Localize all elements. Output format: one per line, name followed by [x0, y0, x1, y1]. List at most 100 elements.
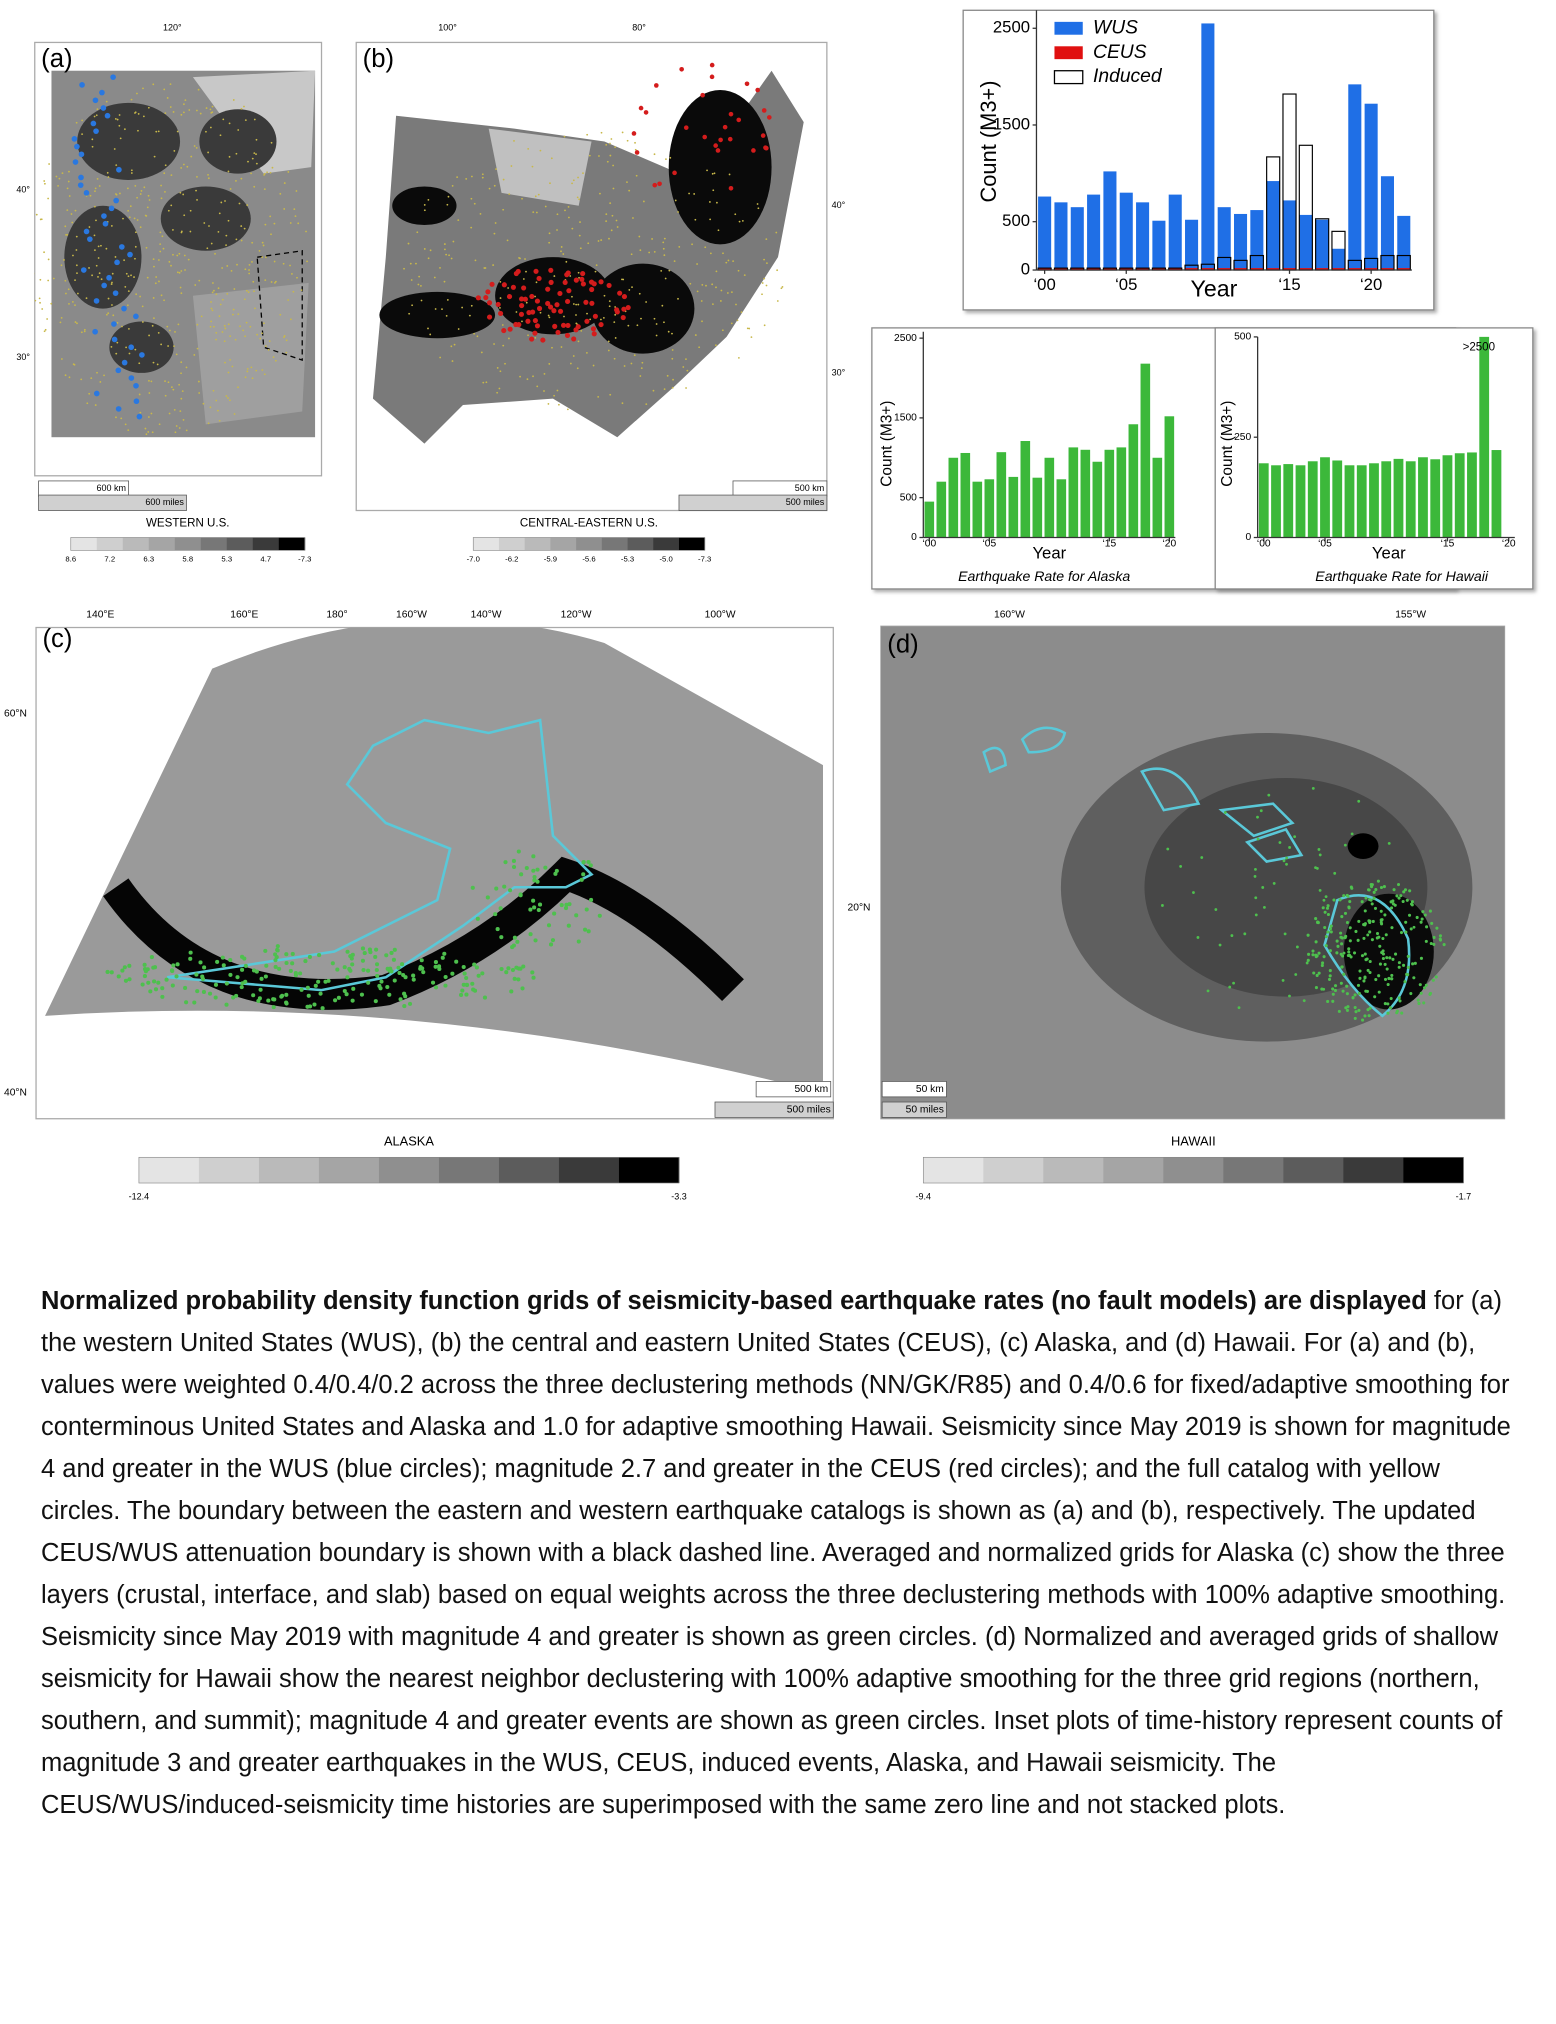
event-dot	[518, 966, 523, 971]
event-dot	[1261, 886, 1265, 889]
event-dot	[1388, 1006, 1393, 1010]
lat-label: 40°N	[4, 1088, 27, 1099]
event-dot	[508, 193, 511, 196]
event-dot	[127, 963, 132, 968]
event-dot	[582, 927, 588, 932]
caption-text: for (a) the western United States (WUS),…	[41, 1287, 1511, 1819]
event-dot	[1293, 835, 1297, 839]
event-dot	[123, 259, 126, 262]
legend-swatch	[1053, 70, 1084, 85]
event-dot	[1354, 929, 1358, 933]
event-dot	[1316, 920, 1320, 924]
event-dot	[215, 338, 217, 341]
event-dot	[540, 337, 546, 343]
bar	[1295, 465, 1306, 538]
event-dot	[152, 83, 155, 86]
event-dot	[423, 248, 426, 250]
event-dot	[174, 431, 177, 434]
event-dot	[130, 98, 133, 101]
bar	[1381, 461, 1392, 538]
event-dot	[291, 273, 293, 275]
event-dot	[510, 968, 515, 973]
event-dot	[696, 263, 698, 265]
event-dot	[39, 278, 42, 281]
colorbar-step	[200, 537, 228, 551]
event-dot	[683, 125, 689, 130]
event-dot	[1356, 938, 1360, 942]
event-dot	[519, 296, 525, 302]
event-dot	[263, 948, 268, 953]
event-dot	[1312, 971, 1316, 975]
event-dot	[1314, 953, 1318, 957]
event-dot	[186, 165, 189, 168]
event-dot	[1317, 951, 1321, 955]
event-dot	[188, 956, 193, 961]
event-dot	[1391, 902, 1395, 906]
event-dot	[178, 427, 181, 429]
event-dot	[556, 213, 559, 216]
event-dot	[1223, 811, 1227, 814]
event-dot	[1389, 997, 1393, 1001]
event-dot	[1375, 932, 1380, 936]
event-dot	[94, 187, 97, 190]
event-dot	[501, 324, 504, 326]
event-dot	[1421, 910, 1425, 914]
event-dot	[1327, 977, 1332, 981]
event-dot	[598, 155, 600, 157]
event-dot	[227, 323, 230, 326]
event-dot	[94, 249, 96, 252]
lon-label: 120°	[163, 23, 182, 33]
event-dot	[615, 219, 618, 222]
bar	[1283, 464, 1294, 538]
event-dot	[504, 970, 509, 975]
event-dot	[518, 311, 525, 317]
panel-letter: (b)	[363, 45, 394, 73]
colorbar-step	[983, 1157, 1044, 1184]
event-dot	[392, 978, 397, 983]
event-dot	[360, 946, 365, 951]
colorbar-step	[627, 537, 654, 551]
event-dot	[285, 339, 288, 342]
event-dot	[643, 110, 649, 115]
event-dot	[519, 375, 521, 378]
event-dot	[408, 312, 411, 315]
event-dot	[537, 193, 540, 196]
event-dot	[229, 358, 231, 361]
event-dot	[1294, 973, 1298, 976]
event-dot	[445, 253, 448, 256]
event-dot	[78, 151, 85, 158]
event-dot	[34, 299, 37, 302]
colorbar-step	[473, 537, 500, 551]
event-dot	[761, 282, 764, 284]
bar	[1266, 181, 1280, 271]
event-dot	[207, 177, 210, 180]
event-dot	[179, 410, 182, 413]
event-dot	[563, 315, 565, 318]
event-dot	[459, 992, 464, 998]
event-dot	[109, 970, 114, 975]
event-dot	[213, 289, 215, 292]
colorbar-label: 6.3	[143, 554, 154, 563]
event-dot	[180, 397, 183, 400]
event-dot	[262, 244, 265, 247]
event-dot	[532, 330, 538, 336]
event-dot	[128, 327, 130, 330]
event-dot	[1285, 862, 1288, 866]
event-dot	[46, 318, 49, 320]
event-dot	[177, 323, 180, 326]
event-dot	[263, 373, 266, 376]
event-dot	[89, 194, 92, 197]
event-dot	[630, 253, 633, 256]
event-dot	[196, 323, 199, 326]
colorbar-label: 7.2	[104, 554, 115, 563]
event-dot	[1385, 956, 1389, 960]
event-dot	[663, 237, 666, 240]
event-dot	[284, 960, 289, 966]
event-dot	[215, 399, 218, 402]
event-dot	[1365, 957, 1369, 961]
event-dot	[1362, 979, 1366, 983]
event-dot	[235, 180, 237, 182]
event-dot	[75, 264, 78, 267]
event-dot	[605, 213, 608, 216]
bar	[1397, 215, 1411, 271]
